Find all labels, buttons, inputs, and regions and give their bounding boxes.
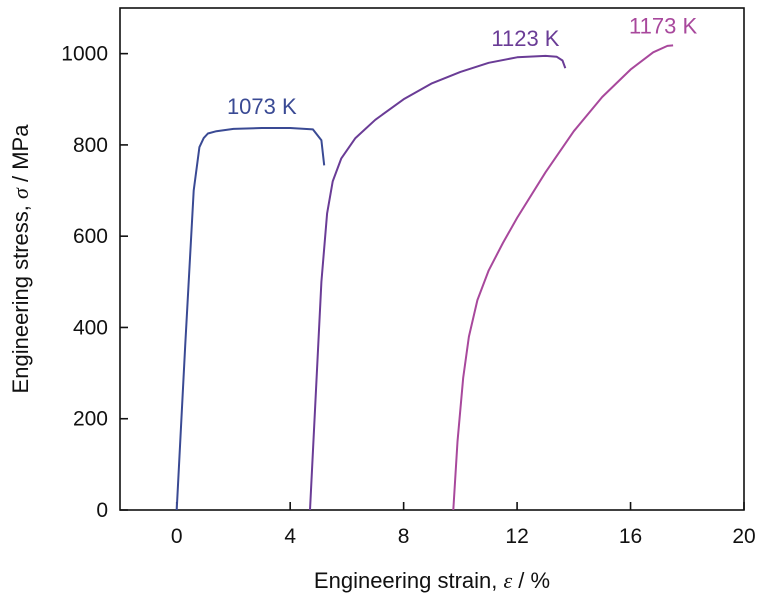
y-axis-ticks: 0 200 400 600 800 1000	[61, 43, 128, 522]
x-tick-label: 0	[171, 525, 183, 548]
series-label: 1173 K	[629, 13, 697, 38]
series-line-1073-K	[175, 127, 326, 511]
y-tick-label: 600	[73, 225, 108, 248]
y-tick-label: 400	[73, 316, 108, 339]
x-tick-label: 20	[732, 525, 755, 548]
x-axis-ticks: 0 4 8 12 16 20	[171, 502, 756, 548]
series-line-1123-K	[309, 54, 567, 511]
y-tick-label: 800	[73, 134, 108, 157]
series-label: 1123 K	[491, 26, 559, 51]
y-axis-label: Engineering stress, σ / MPa	[8, 124, 33, 394]
series-line-1173-K	[452, 44, 674, 511]
x-tick-label: 12	[505, 525, 528, 548]
series-labels: 1073 K 1123 K 1173 K	[227, 13, 698, 119]
plot-frame	[119, 7, 745, 511]
x-tick-label: 4	[284, 525, 296, 548]
y-tick-label: 1000	[61, 43, 108, 66]
x-tick-label: 8	[398, 525, 410, 548]
series-layer	[175, 44, 674, 511]
y-tick-label: 200	[73, 408, 108, 431]
x-tick-label: 16	[619, 525, 642, 548]
y-tick-label: 0	[96, 499, 108, 522]
series-label: 1073 K	[227, 94, 297, 119]
x-axis-label: Engineering strain, ε / %	[314, 568, 550, 593]
